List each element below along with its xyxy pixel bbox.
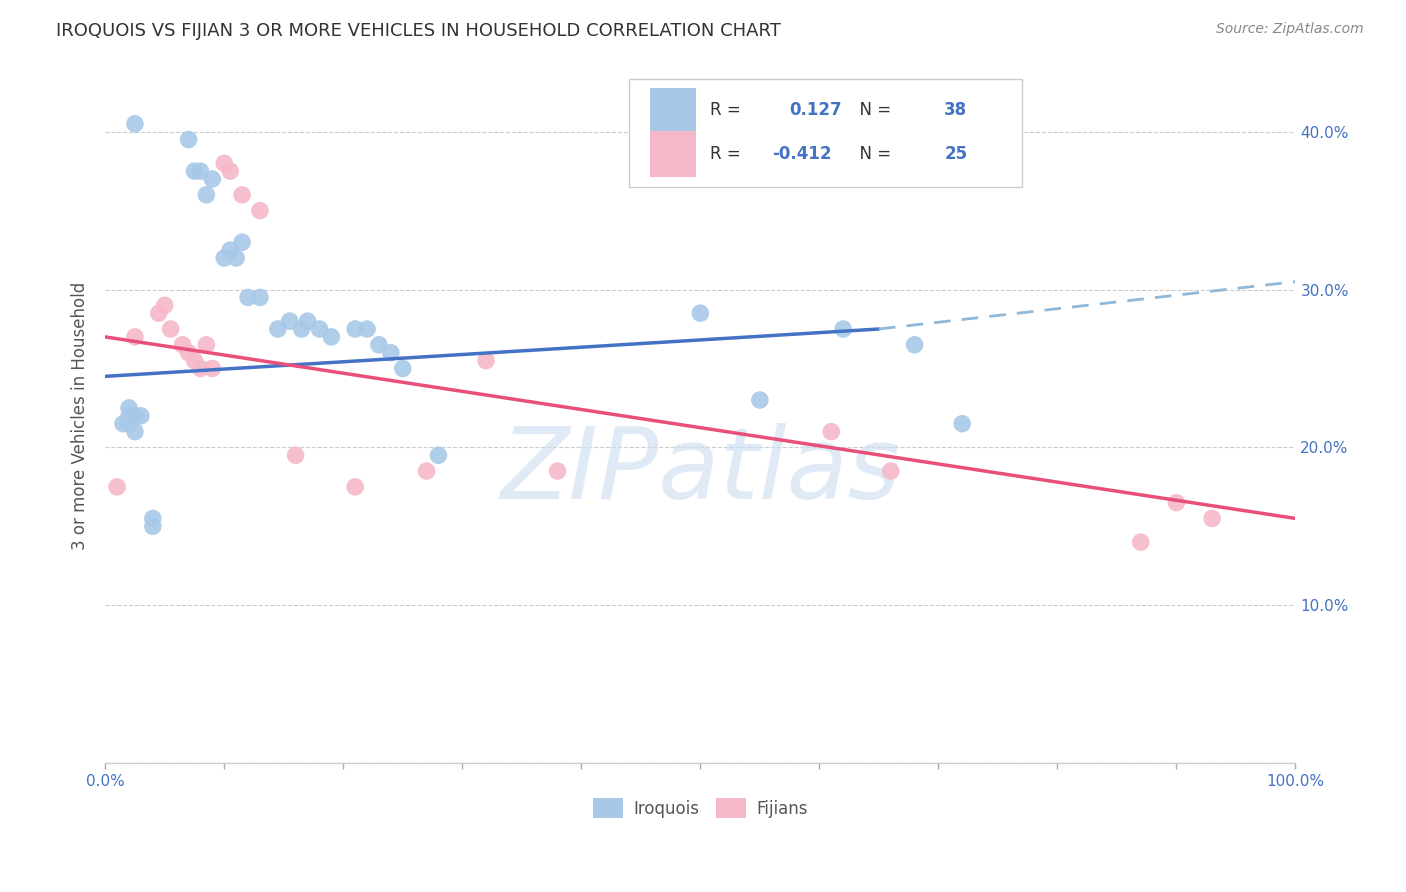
Point xyxy=(344,322,367,336)
Point xyxy=(231,235,253,249)
FancyBboxPatch shape xyxy=(651,131,696,177)
Text: R =: R = xyxy=(710,145,745,163)
Text: -0.412: -0.412 xyxy=(772,145,831,163)
Point xyxy=(219,164,242,178)
Point xyxy=(427,448,450,462)
Point xyxy=(124,425,146,439)
Point xyxy=(267,322,290,336)
Point xyxy=(212,251,235,265)
Point xyxy=(190,361,212,376)
Point xyxy=(249,203,271,218)
Point xyxy=(344,480,367,494)
Text: IROQUOIS VS FIJIAN 3 OR MORE VEHICLES IN HOUSEHOLD CORRELATION CHART: IROQUOIS VS FIJIAN 3 OR MORE VEHICLES IN… xyxy=(56,22,782,40)
Point xyxy=(356,322,378,336)
Point xyxy=(153,298,176,312)
Point xyxy=(105,480,128,494)
Point xyxy=(547,464,569,478)
Point xyxy=(415,464,437,478)
Point xyxy=(1166,496,1188,510)
Point xyxy=(1129,535,1152,549)
Point xyxy=(124,409,146,423)
Point xyxy=(368,338,391,352)
Point xyxy=(190,164,212,178)
Text: 38: 38 xyxy=(945,101,967,120)
FancyBboxPatch shape xyxy=(628,78,1022,186)
Point xyxy=(124,330,146,344)
Text: R =: R = xyxy=(710,101,751,120)
Point xyxy=(195,187,218,202)
Point xyxy=(820,425,842,439)
Point xyxy=(142,511,165,525)
Text: ZIPatlas: ZIPatlas xyxy=(501,423,900,520)
Point xyxy=(832,322,855,336)
Point xyxy=(748,392,770,407)
Point xyxy=(148,306,170,320)
Point xyxy=(118,417,141,431)
Point xyxy=(1201,511,1223,525)
Text: Source: ZipAtlas.com: Source: ZipAtlas.com xyxy=(1216,22,1364,37)
Point xyxy=(142,519,165,533)
Point xyxy=(118,409,141,423)
Point xyxy=(297,314,319,328)
Point xyxy=(308,322,330,336)
Point xyxy=(112,417,135,431)
Point xyxy=(391,361,413,376)
Point xyxy=(291,322,314,336)
Point xyxy=(219,243,242,257)
Point xyxy=(118,401,141,415)
Text: N =: N = xyxy=(849,145,897,163)
Point xyxy=(159,322,181,336)
Point xyxy=(124,117,146,131)
Legend: Iroquois, Fijians: Iroquois, Fijians xyxy=(586,792,814,824)
Point xyxy=(129,409,152,423)
Text: N =: N = xyxy=(849,101,897,120)
Point xyxy=(284,448,307,462)
Point xyxy=(689,306,711,320)
Point xyxy=(177,132,200,146)
Point xyxy=(195,338,218,352)
Text: 0.127: 0.127 xyxy=(790,101,842,120)
Point xyxy=(903,338,925,352)
Point xyxy=(225,251,247,265)
Point xyxy=(249,290,271,304)
Point xyxy=(201,361,224,376)
Point xyxy=(212,156,235,170)
Y-axis label: 3 or more Vehicles in Household: 3 or more Vehicles in Household xyxy=(72,282,89,550)
Point xyxy=(183,164,205,178)
Point xyxy=(950,417,973,431)
Point xyxy=(236,290,259,304)
Point xyxy=(172,338,194,352)
Point xyxy=(177,345,200,359)
Point xyxy=(201,172,224,186)
Point xyxy=(183,353,205,368)
Point xyxy=(380,345,402,359)
FancyBboxPatch shape xyxy=(651,87,696,133)
Point xyxy=(278,314,301,328)
Point xyxy=(880,464,903,478)
Point xyxy=(231,187,253,202)
Point xyxy=(475,353,498,368)
Point xyxy=(321,330,343,344)
Text: 25: 25 xyxy=(945,145,967,163)
